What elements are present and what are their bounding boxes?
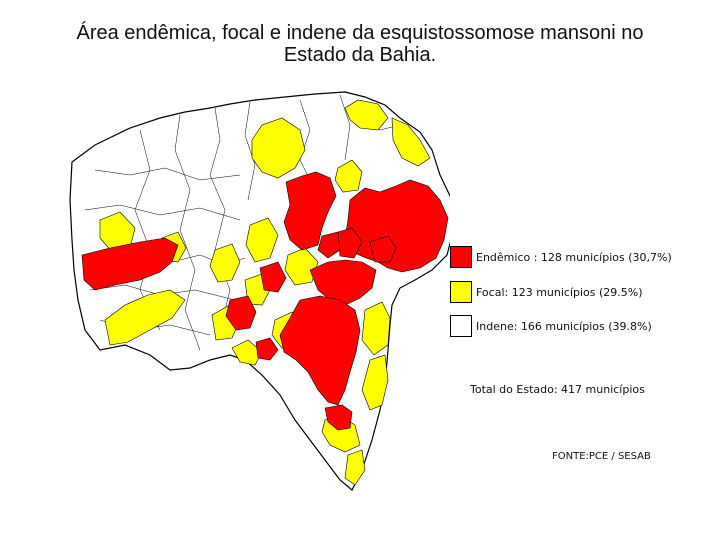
- data-source: FONTE:PCE / SESAB: [552, 451, 651, 462]
- endemic-areas: [81, 171, 449, 431]
- legend-label-endemic: Endêmico : 128 municípios (30,7%): [476, 250, 672, 264]
- legend-swatch-focal: [450, 281, 472, 303]
- total-municipalities: Total do Estado: 417 municípios: [470, 383, 645, 396]
- legend-item-focal: Focal: 123 municípios (29.5%): [450, 281, 643, 303]
- legend-item-endemic: Endêmico : 128 municípios (30,7%): [450, 246, 672, 268]
- bahia-map: [69, 91, 450, 491]
- legend-label-focal: Focal: 123 municípios (29.5%): [476, 285, 643, 299]
- map-title-line-2: Estado da Bahia.: [283, 44, 437, 66]
- legend-swatch-indene: [450, 315, 472, 337]
- map-title-line-1: Área endêmica, focal e indene da esquist…: [76, 22, 644, 44]
- map-title: Área endêmica, focal e indene da esquist…: [0, 22, 720, 66]
- legend-label-indene: Indene: 166 municípios (39.8%): [476, 319, 652, 333]
- legend-swatch-endemic: [450, 246, 472, 268]
- legend-item-indene: Indene: 166 municípios (39.8%): [450, 315, 652, 337]
